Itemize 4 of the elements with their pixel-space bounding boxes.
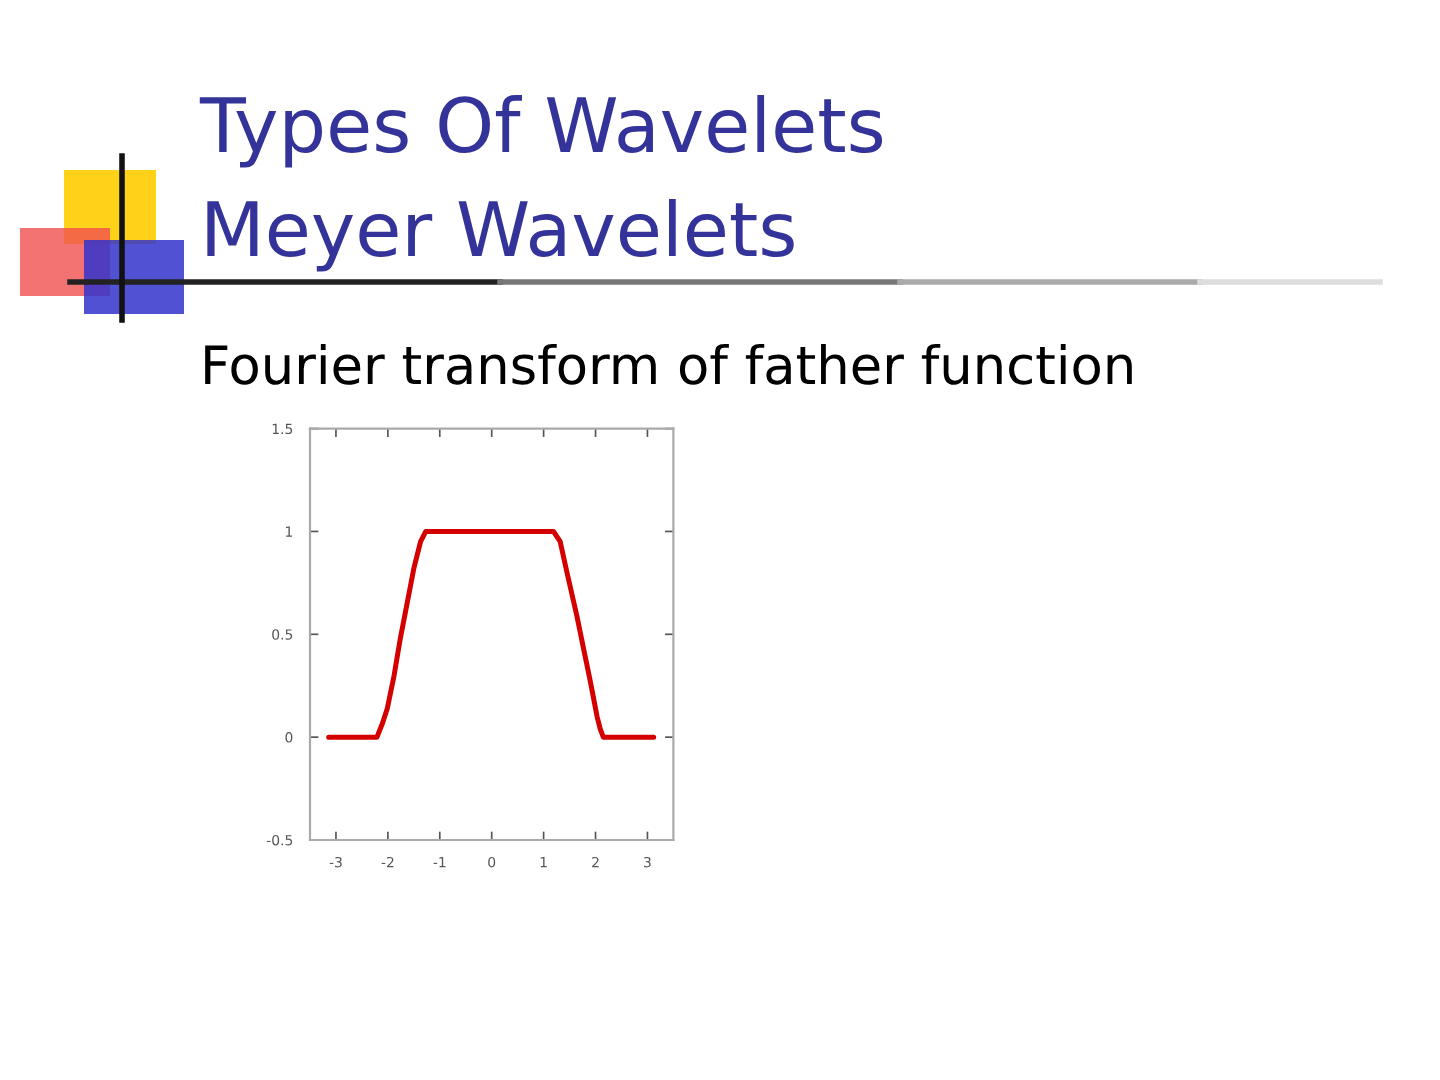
text: Fourier transform of father function <box>205 343 1132 385</box>
chart-subtitle: Meyer Wavelets <box>207 199 794 272</box>
chart-title: Types Of Wavelets <box>199 95 883 168</box>
line-series <box>326 528 657 740</box>
